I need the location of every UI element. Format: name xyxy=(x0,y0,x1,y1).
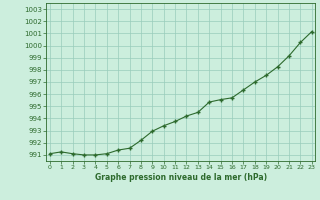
X-axis label: Graphe pression niveau de la mer (hPa): Graphe pression niveau de la mer (hPa) xyxy=(95,173,267,182)
